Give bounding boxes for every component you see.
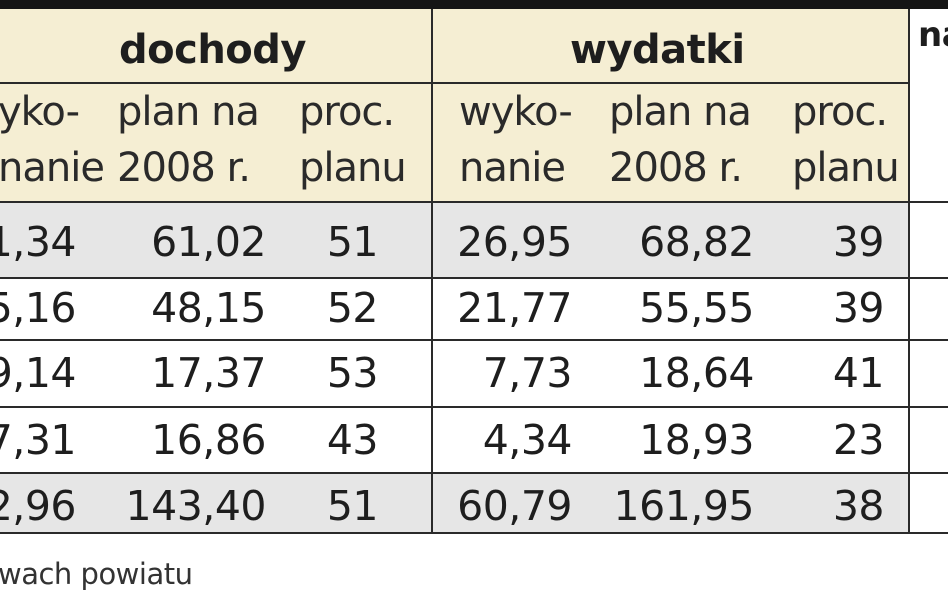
row5-dochody-proc: 51 xyxy=(326,482,379,530)
row5-wydatki-plan: 161,95 xyxy=(613,482,755,530)
subheader-dochody-wykonanie-line2: nanie xyxy=(0,145,105,191)
row4-dochody-plan: 16,86 xyxy=(151,416,266,464)
group-header-next: na xyxy=(918,15,948,55)
row2-dochody-wykonanie: 5,16 xyxy=(0,284,77,332)
subheader-dochody-proc-line1: proc. xyxy=(299,89,395,135)
rule-row-3 xyxy=(0,406,948,408)
row4-wydatki-proc: 23 xyxy=(832,416,885,464)
top-rule xyxy=(0,0,948,9)
subheader-dochody-plan-line1: plan na xyxy=(117,89,260,135)
subheader-wydatki-wykonanie-line2: nanie xyxy=(459,145,566,191)
row3-dochody-proc: 53 xyxy=(326,349,379,397)
row4-dochody-proc: 43 xyxy=(326,416,379,464)
row5-dochody-plan: 143,40 xyxy=(125,482,267,530)
subheader-dochody-wykonanie-line1: yko- xyxy=(0,89,80,135)
subheader-dochody-proc-line2: planu xyxy=(299,145,407,191)
row4-wydatki-wykonanie: 4,34 xyxy=(482,416,573,464)
rule-row-2 xyxy=(0,339,948,341)
row1-wydatki-plan: 68,82 xyxy=(639,218,754,266)
subheader-wydatki-proc-line1: proc. xyxy=(792,89,888,135)
row3-wydatki-proc: 41 xyxy=(832,349,885,397)
row2-wydatki-plan: 55,55 xyxy=(639,284,754,332)
row2-dochody-proc: 52 xyxy=(326,284,379,332)
rule-row-1 xyxy=(0,277,948,279)
next-column-header-bg xyxy=(909,9,948,202)
row4-wydatki-plan: 18,93 xyxy=(639,416,754,464)
row2-dochody-plan: 48,15 xyxy=(151,284,266,332)
rule-under-subheaders xyxy=(0,201,948,203)
row5-wydatki-proc: 38 xyxy=(832,482,885,530)
divider-dochody-wydatki xyxy=(431,9,433,534)
subheader-wydatki-plan-line1: plan na xyxy=(609,89,752,135)
row-shade-5 xyxy=(0,474,909,533)
row1-wydatki-wykonanie: 26,95 xyxy=(457,218,572,266)
subheader-wydatki-wykonanie-line1: wyko- xyxy=(459,89,573,135)
row3-dochody-plan: 17,37 xyxy=(151,349,266,397)
row1-dochody-proc: 51 xyxy=(326,218,379,266)
row2-wydatki-wykonanie: 21,77 xyxy=(457,284,572,332)
group-header-wydatki: wydatki xyxy=(570,27,745,73)
row3-wydatki-plan: 18,64 xyxy=(639,349,754,397)
divider-wydatki-next xyxy=(908,9,910,534)
row1-dochody-plan: 61,02 xyxy=(151,218,266,266)
row1-dochody-wykonanie: 1,34 xyxy=(0,218,77,266)
subheader-wydatki-plan-line2: 2008 r. xyxy=(609,145,743,191)
source-footnote: wach powiatu xyxy=(0,557,193,591)
rule-row-4 xyxy=(0,472,948,474)
row1-wydatki-proc: 39 xyxy=(832,218,885,266)
group-header-dochody: dochody xyxy=(119,27,307,73)
table-header-band xyxy=(0,9,948,202)
row5-dochody-wykonanie: 2,96 xyxy=(0,482,77,530)
subheader-dochody-plan-line2: 2008 r. xyxy=(117,145,251,191)
row-shade-1 xyxy=(0,202,909,278)
row3-dochody-wykonanie: 9,14 xyxy=(0,349,77,397)
row5-wydatki-wykonanie: 60,79 xyxy=(457,482,572,530)
subheader-wydatki-proc-line2: planu xyxy=(792,145,900,191)
row4-dochody-wykonanie: 7,31 xyxy=(0,416,77,464)
rule-under-group-headers xyxy=(0,82,909,84)
row3-wydatki-wykonanie: 7,73 xyxy=(482,349,573,397)
row2-wydatki-proc: 39 xyxy=(832,284,885,332)
rule-table-bottom xyxy=(0,532,948,534)
